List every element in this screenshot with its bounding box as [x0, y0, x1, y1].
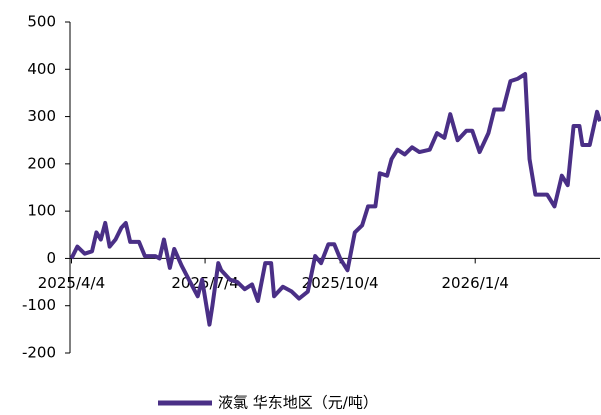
- y-tick-label: 200: [27, 154, 56, 172]
- legend-label: 液氯 华东地区（元/吨）: [218, 394, 378, 412]
- y-tick-label: 300: [27, 107, 56, 125]
- y-tick-label: 100: [27, 202, 56, 220]
- y-tick-label: 400: [27, 60, 56, 78]
- y-tick-label: 0: [46, 249, 56, 267]
- y-tick-label: -100: [22, 296, 56, 314]
- x-tick-label: 2025/4/4: [38, 274, 105, 292]
- x-tick-label: 2025/10/4: [302, 274, 379, 292]
- y-tick-label: 500: [27, 13, 56, 31]
- data-line: [69, 72, 601, 327]
- y-tick-label: -200: [22, 344, 56, 362]
- x-tick-label: 2026/1/4: [442, 274, 509, 292]
